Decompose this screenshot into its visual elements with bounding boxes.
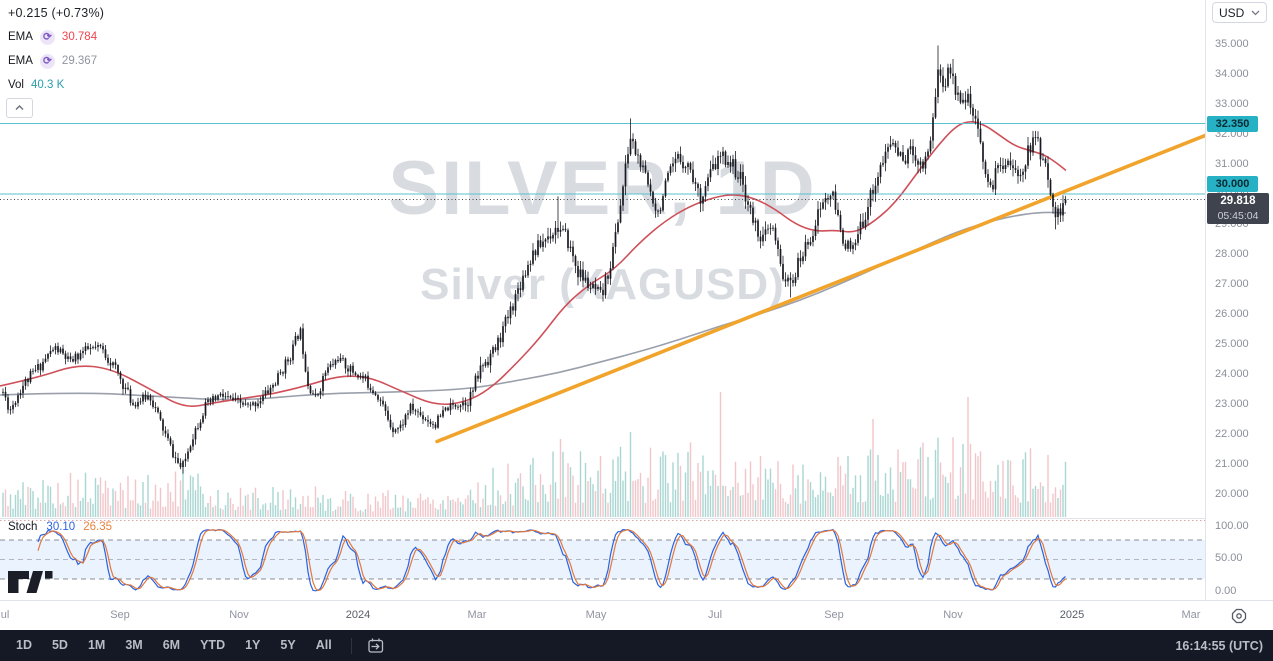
volume-value: 40.3 K bbox=[31, 79, 65, 91]
range-button-5d[interactable]: 5D bbox=[51, 638, 68, 652]
ema-label: EMA bbox=[8, 31, 33, 43]
time-tick: Nov bbox=[229, 609, 249, 621]
toolbar-divider bbox=[350, 637, 352, 654]
price-tick: 34.000 bbox=[1215, 68, 1249, 80]
price-tick: 25.000 bbox=[1215, 338, 1249, 350]
ema-value: 30.784 bbox=[61, 31, 98, 43]
price-axis[interactable]: 35.00034.00033.00032.00031.00030.00029.0… bbox=[1205, 0, 1273, 600]
currency-value: USD bbox=[1219, 5, 1245, 20]
time-tick: Nov bbox=[943, 609, 963, 621]
sync-icon: ⟳ bbox=[39, 53, 55, 69]
chevron-down-icon bbox=[1251, 10, 1260, 15]
stoch-d-line bbox=[37, 529, 1066, 592]
price-tick: 33.000 bbox=[1215, 98, 1249, 110]
time-tick: 2025 bbox=[1059, 609, 1085, 621]
range-button-1m[interactable]: 1M bbox=[87, 638, 106, 652]
range-button-5y[interactable]: 5Y bbox=[280, 638, 296, 652]
price-tick: 22.000 bbox=[1215, 428, 1249, 440]
indicator-legend: +0.215 (+0.73%) EMA ⟳ 30.784 EMA ⟳ 29.367 Vol… bbox=[6, 2, 104, 118]
range-button-all[interactable]: All bbox=[315, 638, 332, 652]
price-tick: 26.000 bbox=[1215, 308, 1249, 320]
currency-selector[interactable]: USD bbox=[1212, 2, 1267, 23]
stochastic-legend[interactable]: Stoch 30.10 26.35 bbox=[8, 521, 120, 533]
time-tick: Jul bbox=[707, 609, 723, 621]
price-tick: 35.000 bbox=[1215, 38, 1249, 50]
chevron-up-icon bbox=[15, 105, 24, 110]
time-tick: Mar bbox=[1181, 609, 1201, 621]
volume-label: Vol bbox=[8, 79, 24, 91]
price-tick: 23.000 bbox=[1215, 398, 1249, 410]
price-tick: 21.000 bbox=[1215, 458, 1249, 470]
timezone-settings-icon[interactable] bbox=[1230, 607, 1248, 625]
price-level-label: 32.350 bbox=[1207, 116, 1258, 132]
ema-label: EMA bbox=[8, 55, 33, 67]
time-tick: May bbox=[585, 609, 607, 621]
last-price-value: 29.818 bbox=[1220, 195, 1256, 207]
last-price-label: 29.818 05:45:04 bbox=[1207, 193, 1269, 224]
collapse-legend-button[interactable] bbox=[6, 98, 33, 118]
time-tick: 2024 bbox=[345, 609, 371, 621]
price-tick: 24.000 bbox=[1215, 368, 1249, 380]
price-tick: 31.000 bbox=[1215, 158, 1249, 170]
price-tick: 20.000 bbox=[1215, 488, 1249, 500]
ema-value: 29.367 bbox=[61, 55, 98, 67]
time-axis[interactable]: ul Sep Nov 2024 Mar May Jul Sep Nov 2025 Mar bbox=[0, 600, 1273, 630]
time-tick: Sep bbox=[110, 609, 130, 621]
tradingview-logo[interactable] bbox=[8, 571, 53, 593]
price-tick: 27.000 bbox=[1215, 278, 1249, 290]
stoch-k-value: 30.10 bbox=[46, 521, 76, 533]
range-button-1d[interactable]: 1D bbox=[16, 638, 32, 652]
time-tick: ul bbox=[0, 609, 10, 621]
range-button-3m[interactable]: 3M bbox=[125, 638, 143, 652]
stoch-band-layer bbox=[0, 518, 1205, 580]
ema-legend-row-1[interactable]: EMA ⟳ 30.784 bbox=[8, 26, 104, 48]
stoch-axis-tick: 50.00 bbox=[1215, 552, 1243, 564]
range-button-1y[interactable]: 1Y bbox=[245, 638, 261, 652]
ema-legend-row-2[interactable]: EMA ⟳ 29.367 bbox=[8, 50, 104, 72]
price-change-value: +0.215 (+0.73%) bbox=[8, 6, 105, 20]
bar-countdown: 05:45:04 bbox=[1217, 210, 1259, 222]
time-tick: Sep bbox=[824, 609, 844, 621]
price-level-label: 30.000 bbox=[1207, 176, 1258, 192]
stoch-d-value: 26.35 bbox=[83, 521, 112, 533]
bottom-toolbar: 1D 5D 1M 3M 6M YTD 1Y 5Y All 16:14:55 (UTC) bbox=[0, 630, 1273, 661]
price-chart-canvas[interactable] bbox=[0, 0, 1205, 600]
calendar-arrow-icon bbox=[368, 638, 383, 653]
trendline-layer[interactable] bbox=[435, 133, 1205, 444]
price-change-row[interactable]: +0.215 (+0.73%) bbox=[8, 2, 104, 24]
candles-layer bbox=[2, 45, 1067, 474]
stoch-axis-tick: 100.00 bbox=[1215, 520, 1249, 532]
stoch-axis-tick: 0.00 bbox=[1215, 585, 1237, 597]
price-tick: 28.000 bbox=[1215, 248, 1249, 260]
volume-layer bbox=[2, 392, 1067, 517]
stoch-lines-layer bbox=[37, 528, 1066, 592]
stoch-label: Stoch bbox=[8, 521, 38, 533]
range-button-6m[interactable]: 6M bbox=[162, 638, 181, 652]
price-levels-layer bbox=[0, 122, 1205, 201]
clock-utc[interactable]: 16:14:55 (UTC) bbox=[1175, 638, 1263, 653]
range-button-ytd[interactable]: YTD bbox=[200, 638, 226, 652]
time-tick: Mar bbox=[467, 609, 487, 621]
goto-date-button[interactable] bbox=[367, 637, 385, 655]
sync-icon: ⟳ bbox=[39, 29, 55, 45]
volume-legend-row[interactable]: Vol 40.3 K bbox=[8, 74, 104, 96]
